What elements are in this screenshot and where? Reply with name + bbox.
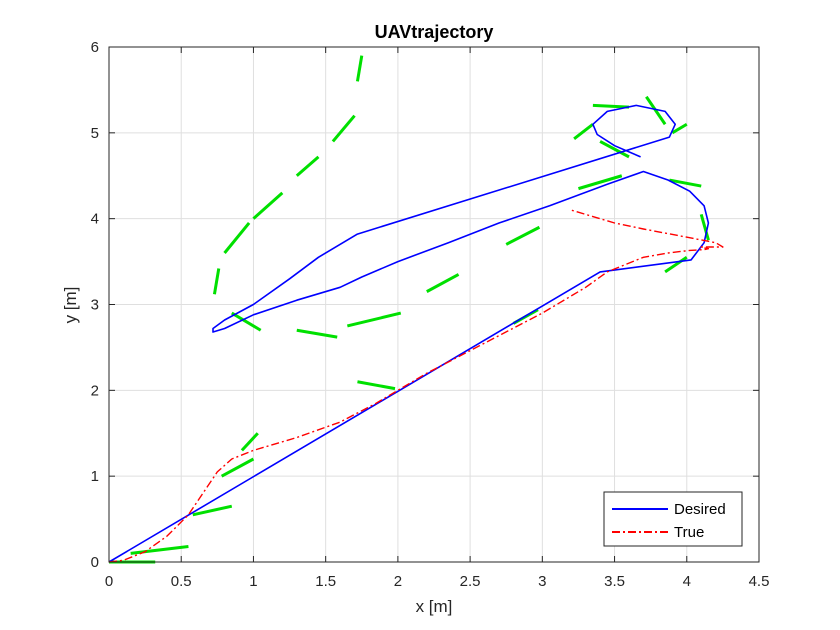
x-tick-label: 0.5 (171, 573, 192, 590)
orientation-marker (130, 545, 189, 555)
chart-title: UAVtrajectory (375, 22, 494, 42)
orientation-marker (671, 122, 688, 135)
orientation-marker (212, 268, 221, 295)
plot-area: 0 0.5 1 1.5 2 2.5 3 3.5 4 4.5 0 1 2 3 4 5 6 (91, 39, 770, 590)
x-tick-label: 2.5 (460, 573, 481, 590)
y-tick-label: 1 (91, 468, 99, 485)
orientation-marker (296, 328, 338, 339)
y-tick-label: 3 (91, 297, 99, 314)
y-tick-label: 5 (91, 125, 99, 142)
legend-label-true: True (674, 524, 704, 541)
y-tick-label: 4 (91, 211, 99, 228)
orientation-marker (592, 103, 630, 109)
x-tick-label: 1 (249, 573, 257, 590)
orientation-marker (645, 95, 667, 126)
x-axis-label: x [m] (416, 597, 453, 616)
orientation-marker (355, 55, 364, 82)
orientation-marker (223, 222, 251, 254)
orientation-marker (240, 432, 259, 452)
y-tick-label: 2 (91, 382, 99, 399)
axis-ticks: 0 0.5 1 1.5 2 2.5 3 3.5 4 4.5 0 1 2 3 4 5 6 (91, 39, 770, 590)
y-tick-label: 0 (91, 554, 99, 571)
x-tick-label: 4 (683, 573, 691, 590)
legend: Desired True (603, 491, 743, 547)
orientation-marker (331, 114, 356, 143)
x-tick-label: 1.5 (315, 573, 336, 590)
trajectory-series (108, 104, 724, 563)
orientation-marker (192, 504, 233, 517)
series-line-desired (108, 104, 710, 563)
orientation-marker (357, 380, 396, 391)
y-axis-label: y [m] (61, 287, 80, 324)
x-tick-label: 2 (394, 573, 402, 590)
orientation-marker (231, 311, 262, 332)
y-tick-label: 6 (91, 39, 99, 56)
orientation-markers (109, 55, 710, 564)
orientation-marker (578, 174, 623, 191)
orientation-marker (699, 213, 710, 241)
orientation-marker (426, 273, 460, 293)
orientation-marker (573, 123, 594, 141)
x-tick-label: 0 (105, 573, 113, 590)
orientation-marker (346, 311, 402, 328)
legend-label-desired: Desired (674, 501, 726, 518)
orientation-marker (664, 256, 688, 274)
orientation-marker (295, 155, 320, 177)
orientation-marker (599, 140, 630, 159)
orientation-marker (505, 225, 541, 246)
orientation-marker (669, 178, 702, 188)
x-tick-label: 4.5 (749, 573, 770, 590)
orientation-marker (252, 191, 284, 220)
legend-box (603, 491, 743, 547)
series-line-true (108, 209, 724, 563)
x-tick-label: 3.5 (604, 573, 625, 590)
x-tick-label: 3 (538, 573, 546, 590)
orientation-marker (220, 457, 255, 478)
